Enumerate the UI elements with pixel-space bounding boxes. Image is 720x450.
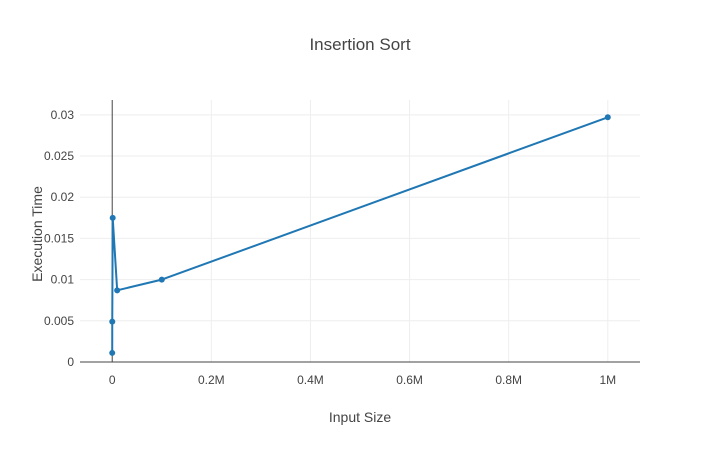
data-point	[604, 114, 611, 121]
x-axis-title: Input Size	[329, 409, 391, 425]
series-line	[111, 116, 609, 353]
y-tick-label: 0.03	[51, 108, 75, 122]
y-tick-label: 0.01	[51, 273, 75, 287]
axis-layer	[80, 100, 640, 363]
grid-layer	[80, 100, 640, 362]
data-point	[109, 349, 116, 356]
x-tick-label: 0.4M	[297, 373, 324, 387]
series-layer	[109, 114, 611, 356]
label-layer: 0 0.005 0.01 0.015 0.02 0.025 0.03 0 0.2M 0.4M 0.6…	[44, 108, 616, 387]
data-point	[114, 287, 121, 294]
y-tick-label: 0.015	[44, 231, 74, 245]
data-point	[158, 276, 165, 283]
y-tick-label: 0.02	[51, 190, 75, 204]
x-tick-label: 0	[109, 373, 116, 387]
chart-title: Insertion Sort	[309, 35, 410, 54]
y-tick-label: 0	[67, 355, 74, 369]
data-point	[109, 318, 116, 325]
x-tick-label: 1M	[599, 373, 616, 387]
x-tick-label: 0.2M	[198, 373, 225, 387]
data-point	[109, 214, 116, 221]
x-tick-label: 0.8M	[495, 373, 522, 387]
y-tick-label: 0.025	[44, 149, 74, 163]
x-tick-label: 0.6M	[396, 373, 423, 387]
y-axis-title: Execution Time	[29, 186, 45, 282]
y-tick-label: 0.005	[44, 314, 74, 328]
